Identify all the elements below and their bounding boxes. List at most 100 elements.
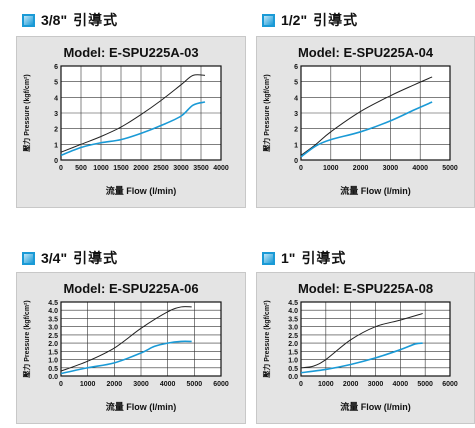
y-tick-label: 4 <box>294 95 298 102</box>
x-tick-label: 0 <box>299 165 303 172</box>
series-line-blue <box>300 101 433 158</box>
x-tick-label: 2500 <box>153 165 169 172</box>
size-label: 3/4" <box>41 250 68 266</box>
series-line-black <box>60 74 206 153</box>
y-tick-label: 0.0 <box>288 374 298 381</box>
type-label: 引導式 <box>301 250 347 266</box>
y-axis-label: 壓力 Pressure (kgf/cm²) <box>262 74 271 152</box>
y-axis-label: 壓力 Pressure (kgf/cm²) <box>262 300 271 378</box>
x-tick-label: 1000 <box>80 381 96 388</box>
chart-title: Model: E-SPU225A-04 <box>298 45 434 60</box>
series-line-blue <box>60 340 192 375</box>
x-axis-label: 流量 Flow (l/min) <box>106 401 177 412</box>
y-tick-label: 0 <box>54 158 58 165</box>
plot-frame <box>300 65 451 161</box>
y-tick-label: 2.5 <box>48 333 58 340</box>
type-label: 引導式 <box>73 12 119 28</box>
plot-frame <box>60 301 222 377</box>
y-tick-label: 0.5 <box>48 366 58 373</box>
series-line-black <box>60 306 192 372</box>
panel-heading: 1" 引導式 <box>262 248 346 268</box>
chart-title: Model: E-SPU225A-03 <box>63 45 198 60</box>
x-tick-label: 6000 <box>442 381 458 388</box>
panel-heading: 3/4" 引導式 <box>22 248 118 268</box>
y-tick-label: 6 <box>294 64 298 71</box>
y-axis-label: 壓力 Pressure (kgf/cm²) <box>22 74 31 152</box>
panel-heading: 3/8" 引導式 <box>22 10 118 30</box>
x-tick-label: 500 <box>75 165 87 172</box>
y-tick-label: 5 <box>54 80 58 87</box>
y-tick-label: 0.0 <box>48 374 58 381</box>
y-tick-label: 2.0 <box>288 341 298 348</box>
x-tick-label: 2000 <box>107 381 123 388</box>
x-tick-label: 4000 <box>393 381 409 388</box>
x-tick-label: 3000 <box>383 165 399 172</box>
y-tick-label: 3.0 <box>48 325 58 332</box>
x-tick-label: 0 <box>299 381 303 388</box>
chart-title: Model: E-SPU225A-08 <box>298 281 433 296</box>
x-tick-label: 5000 <box>417 381 433 388</box>
x-tick-label: 1000 <box>93 165 109 172</box>
y-tick-label: 1 <box>294 142 298 149</box>
y-tick-label: 6 <box>54 64 58 71</box>
chart-title: Model: E-SPU225A-06 <box>63 281 198 296</box>
series-line-blue <box>60 101 206 157</box>
y-tick-label: 2.0 <box>48 341 58 348</box>
square-bullet-icon <box>22 13 35 27</box>
plot-frame <box>300 301 451 377</box>
x-tick-label: 3000 <box>173 165 189 172</box>
y-tick-label: 3.5 <box>288 316 298 323</box>
y-tick-label: 1.0 <box>288 358 298 365</box>
y-axis-label: 壓力 Pressure (kgf/cm²) <box>22 300 31 378</box>
y-tick-label: 1 <box>54 142 58 149</box>
x-tick-label: 3000 <box>368 381 384 388</box>
y-tick-label: 4.5 <box>48 300 58 307</box>
y-tick-label: 0.5 <box>288 366 298 373</box>
series-line-black <box>300 76 433 156</box>
y-tick-label: 1.5 <box>48 349 58 356</box>
x-axis-label: 流量 Flow (l/min) <box>106 185 177 196</box>
chart-e-spu225a-08: Model: E-SPU225A-08 0 1000 2000 3000 4000 5000… <box>256 272 475 424</box>
x-tick-label: 2000 <box>353 165 369 172</box>
x-tick-label: 3000 <box>133 381 149 388</box>
x-axis-label: 流量 Flow (l/min) <box>340 401 411 412</box>
panel-heading: 1/2" 引導式 <box>262 10 358 30</box>
y-tick-label: 2 <box>294 127 298 134</box>
x-tick-label: 5000 <box>187 381 203 388</box>
plot-frame <box>60 65 222 161</box>
chart-e-spu225a-04: Model: E-SPU225A-04 0 1000 2000 3000 4000 5000… <box>256 36 475 208</box>
y-tick-label: 3.5 <box>48 316 58 323</box>
x-tick-label: 2000 <box>133 165 149 172</box>
size-label: 1" <box>281 250 296 266</box>
y-tick-label: 1.0 <box>48 358 58 365</box>
series-line-blue <box>300 342 423 374</box>
square-bullet-icon <box>262 13 275 27</box>
y-tick-label: 4.5 <box>288 300 298 307</box>
x-tick-label: 4000 <box>160 381 176 388</box>
x-tick-label: 2000 <box>343 381 359 388</box>
square-bullet-icon <box>262 251 275 265</box>
square-bullet-icon <box>22 251 35 265</box>
y-tick-label: 3 <box>54 111 58 118</box>
x-tick-label: 1500 <box>113 165 129 172</box>
x-tick-label: 0 <box>59 165 63 172</box>
y-tick-label: 2.5 <box>288 333 298 340</box>
x-tick-label: 6000 <box>213 381 229 388</box>
x-axis-label: 流量 Flow (l/min) <box>340 185 411 196</box>
y-tick-label: 1.5 <box>288 349 298 356</box>
y-tick-label: 4 <box>54 95 58 102</box>
size-label: 3/8" <box>41 12 68 28</box>
x-tick-label: 4000 <box>412 165 428 172</box>
x-tick-label: 1000 <box>323 165 339 172</box>
y-tick-label: 4.0 <box>288 308 298 315</box>
y-tick-label: 5 <box>294 80 298 87</box>
y-tick-label: 2 <box>54 127 58 134</box>
x-tick-label: 1000 <box>318 381 334 388</box>
type-label: 引導式 <box>73 250 119 266</box>
x-tick-label: 5000 <box>442 165 458 172</box>
y-tick-label: 3 <box>294 111 298 118</box>
x-tick-label: 3500 <box>193 165 209 172</box>
y-tick-label: 4.0 <box>48 308 58 315</box>
x-tick-label: 0 <box>59 381 63 388</box>
size-label: 1/2" <box>281 12 308 28</box>
